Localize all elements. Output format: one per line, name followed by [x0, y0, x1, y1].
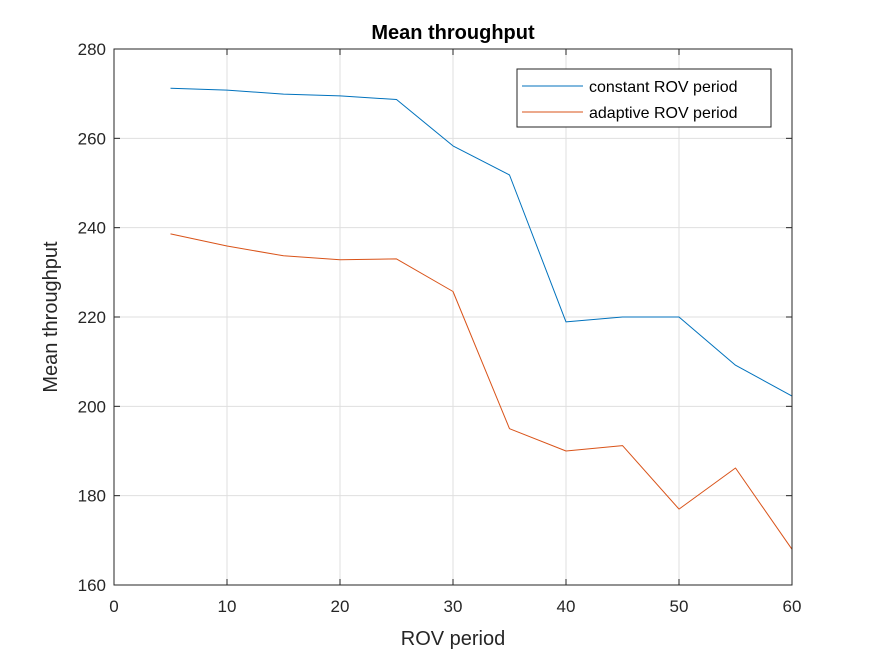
legend-label-adaptive: adaptive ROV period [589, 105, 738, 122]
x-tick-label: 40 [557, 597, 576, 616]
y-tick-labels: 160 180 200 220 240 260 280 [78, 40, 106, 595]
legend-label-constant: constant ROV period [589, 79, 738, 96]
x-tick-label: 20 [331, 597, 350, 616]
y-tick-label: 240 [78, 219, 106, 238]
x-tick-label: 0 [109, 597, 118, 616]
x-tick-label: 10 [218, 597, 237, 616]
y-tick-label: 220 [78, 308, 106, 327]
series-line-adaptive [170, 233, 793, 550]
series-layer [170, 87, 793, 550]
legend: constant ROV period adaptive ROV period [516, 68, 772, 128]
chart-title: Mean throughput [371, 22, 535, 44]
y-axis-label: Mean throughput [40, 241, 62, 393]
axis-ticks [113, 48, 793, 586]
x-axis-label: ROV period [401, 628, 506, 650]
x-tick-label: 50 [670, 597, 689, 616]
legend-box [516, 68, 772, 128]
y-tick-label: 180 [78, 487, 106, 506]
y-tick-label: 260 [78, 129, 106, 148]
y-tick-label: 200 [78, 397, 106, 416]
x-tick-label: 60 [783, 597, 802, 616]
x-tick-labels: 0 10 20 30 40 50 60 [109, 597, 801, 616]
x-tick-label: 30 [444, 597, 463, 616]
y-tick-label: 280 [78, 40, 106, 59]
series-line-constant [170, 87, 793, 397]
y-tick-label: 160 [78, 576, 106, 595]
